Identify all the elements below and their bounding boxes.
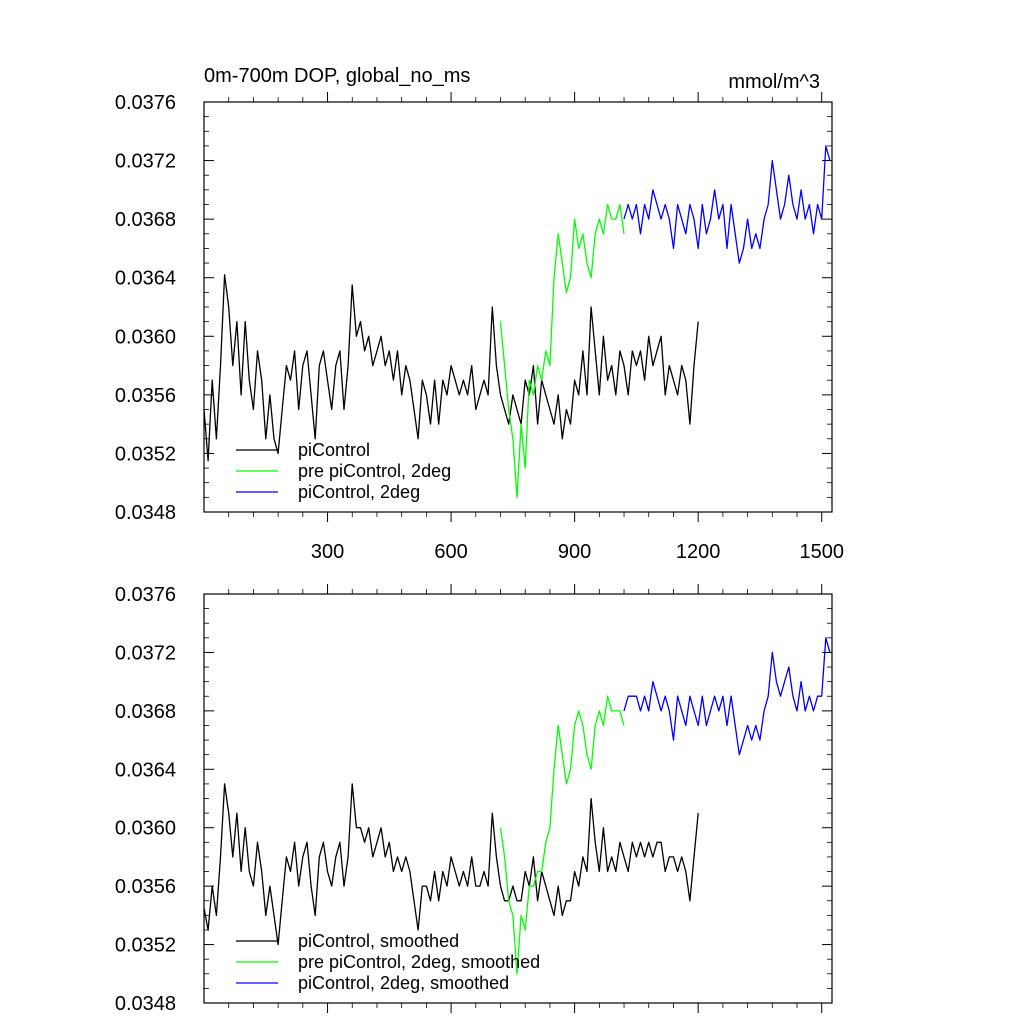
- x-tick-label: 600: [434, 541, 467, 563]
- y-tick-label: 0.0356: [115, 385, 176, 407]
- series-line-1: [203, 783, 699, 946]
- series-line-3: [623, 637, 831, 756]
- legend-label: piControl, smoothed: [298, 931, 459, 951]
- chart-title: 0m-700m DOP, global_no_ms: [204, 65, 470, 87]
- x-tick-label: 1500: [799, 541, 844, 563]
- x-tick-label: 300: [311, 541, 344, 563]
- legend-label: piControl: [298, 440, 370, 460]
- y-tick-label: 0.0360: [115, 818, 176, 840]
- y-tick-label: 0.0356: [115, 876, 176, 898]
- legend-label: piControl, 2deg, smoothed: [298, 973, 509, 993]
- plot-panel-1: 300 600 900 1200 1500 0.0348 0.0352 0.0356 0.036…: [115, 92, 844, 563]
- y-tick-label: 0.0364: [115, 759, 176, 781]
- y-tick-label: 0.0352: [115, 935, 176, 957]
- legend-label: pre piControl, 2deg, smoothed: [298, 952, 540, 972]
- series-line-3: [623, 145, 831, 264]
- legend-label: pre piControl, 2deg: [298, 461, 451, 481]
- series-line-2: [499, 695, 625, 975]
- y-tick-label: 0.0376: [115, 92, 176, 114]
- y-tick-label: 0.0360: [115, 326, 176, 348]
- x-tick-label: 900: [558, 541, 591, 563]
- y-tick-label: 0.0368: [115, 701, 176, 723]
- y-tick-label: 0.0352: [115, 443, 176, 465]
- series-line-2: [499, 203, 625, 499]
- chart-units-label: mmol/m^3: [728, 71, 820, 93]
- plot-panel-2: 0.0348 0.0352 0.0356 0.0360 0.0364 0.0368 0.03…: [115, 584, 833, 1015]
- y-tick-label: 0.0348: [115, 993, 176, 1015]
- y-tick-label: 0.0364: [115, 268, 176, 290]
- y-tick-label: 0.0372: [115, 642, 176, 664]
- x-tick-label: 1200: [676, 541, 721, 563]
- y-tick-label: 0.0372: [115, 151, 176, 173]
- y-tick-label: 0.0348: [115, 502, 176, 524]
- y-tick-label: 0.0368: [115, 209, 176, 231]
- series-line-1: [203, 274, 699, 462]
- y-tick-label: 0.0376: [115, 584, 176, 606]
- legend-label: piControl, 2deg: [298, 482, 420, 502]
